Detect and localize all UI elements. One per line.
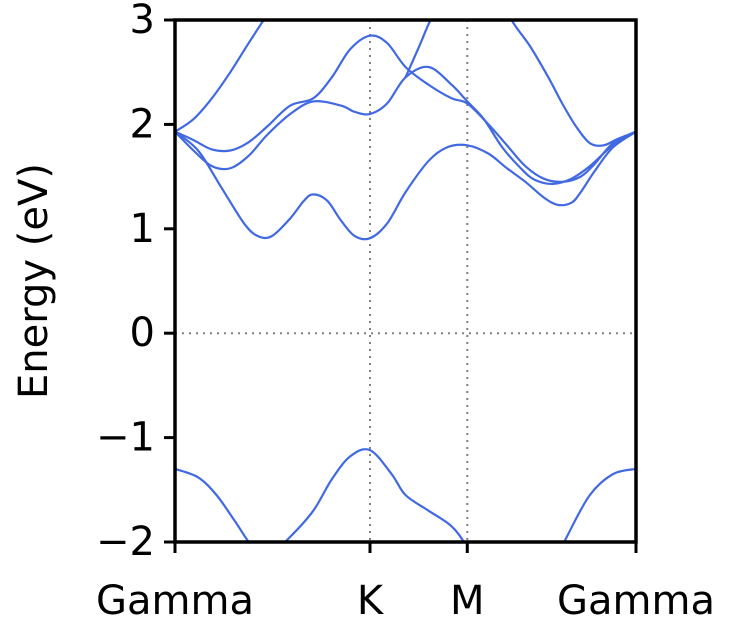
y-tick-label: 0	[130, 310, 155, 356]
band-line-5	[404, 20, 432, 78]
y-tick-label: 2	[130, 101, 155, 147]
y-tick-label: 3	[130, 0, 155, 43]
reference-lines	[175, 20, 636, 542]
y-axis-ticks: −2 −1 0 1 2 3	[96, 0, 175, 565]
x-axis-ticks: Gamma K M Gamma	[96, 542, 715, 624]
band-line-3	[175, 34, 636, 183]
x-tick-label: Gamma	[557, 578, 715, 624]
y-tick-label: −2	[96, 519, 155, 565]
band-line-4	[175, 20, 266, 133]
y-axis-label: Energy (eV)	[11, 163, 57, 399]
plot-frame	[173, 18, 638, 544]
band-line-1	[175, 130, 636, 241]
band-line-6	[510, 20, 636, 147]
y-tick-label: 1	[130, 206, 155, 252]
x-tick-label: Gamma	[96, 578, 254, 624]
y-tick-label: −1	[96, 415, 155, 461]
x-tick-label: M	[450, 578, 485, 624]
x-tick-label: K	[357, 578, 385, 624]
band-line-2	[175, 65, 636, 186]
band-curves	[175, 20, 636, 542]
